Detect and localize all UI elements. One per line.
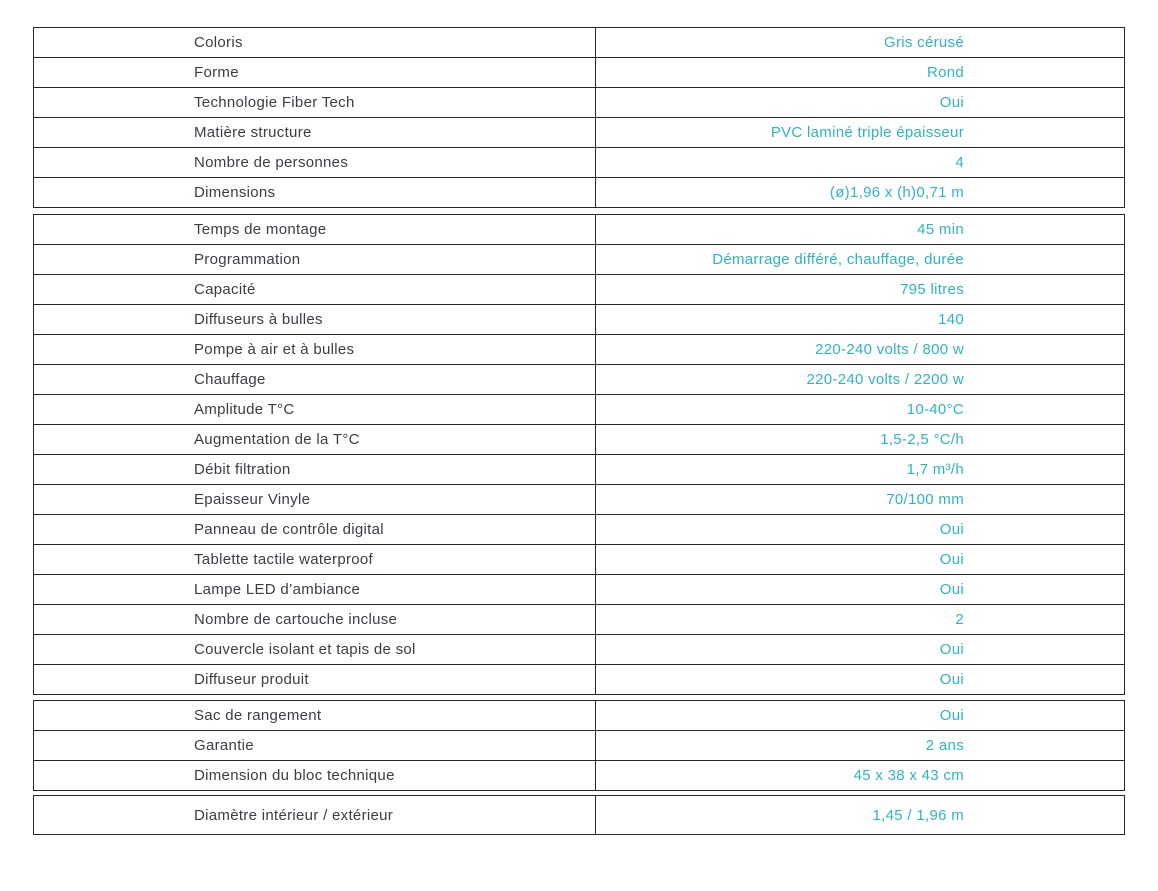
table-row: Dimension du bloc technique 45 x 38 x 43… — [33, 760, 1125, 791]
table-row: Couvercle isolant et tapis de sol Oui — [33, 634, 1125, 665]
spec-value: 2 ans — [925, 737, 964, 754]
table-row: Diffuseurs à bulles 140 — [33, 304, 1125, 335]
table-row: Matière structure PVC laminé triple épai… — [33, 117, 1125, 148]
table-row: Epaisseur Vinyle 70/100 mm — [33, 484, 1125, 515]
spec-value: Oui — [939, 641, 964, 658]
spec-label: Couvercle isolant et tapis de sol — [34, 635, 596, 664]
spec-value: 1,45 / 1,96 m — [872, 806, 964, 824]
spec-value: Oui — [939, 581, 964, 598]
table-row: Nombre de cartouche incluse 2 — [33, 604, 1125, 635]
spec-label: Matière structure — [34, 118, 596, 147]
spec-label: Dimension du bloc technique — [34, 761, 596, 790]
spec-value: 795 litres — [900, 281, 964, 298]
spec-value: Oui — [939, 551, 964, 568]
spec-label: Garantie — [34, 731, 596, 760]
table-row: Diffuseur produit Oui — [33, 664, 1125, 695]
spec-label: Sac de rangement — [34, 701, 596, 730]
spec-value: 45 x 38 x 43 cm — [853, 767, 964, 784]
table-row: Chauffage 220-240 volts / 2200 w — [33, 364, 1125, 395]
spec-label: Nombre de personnes — [34, 148, 596, 177]
table-row: Tablette tactile waterproof Oui — [33, 544, 1125, 575]
spec-label: Lampe LED d’ambiance — [34, 575, 596, 604]
spec-label: Panneau de contrôle digital — [34, 515, 596, 544]
spec-label: Dimensions — [34, 178, 596, 207]
table-row: Nombre de personnes 4 — [33, 147, 1125, 178]
spec-label: Diffuseur produit — [34, 665, 596, 694]
table-row: Capacité 795 litres — [33, 274, 1125, 305]
spec-value: 45 min — [917, 221, 964, 238]
table-row: Dimensions (ø)1,96 x (h)0,71 m — [33, 177, 1125, 208]
spec-value: 220-240 volts / 2200 w — [806, 371, 964, 388]
spec-label: Nombre de cartouche incluse — [34, 605, 596, 634]
table-row: Pompe à air et à bulles 220-240 volts / … — [33, 334, 1125, 365]
table-row: Débit filtration 1,7 m³/h — [33, 454, 1125, 485]
spec-label: Epaisseur Vinyle — [34, 485, 596, 514]
spec-label: Tablette tactile waterproof — [34, 545, 596, 574]
table-row: Programmation Démarrage différé, chauffa… — [33, 244, 1125, 275]
spec-label: Forme — [34, 58, 596, 87]
spec-value: Rond — [926, 64, 964, 81]
table-row: Sac de rangement Oui — [33, 700, 1125, 731]
spec-value: 2 — [955, 611, 964, 628]
spec-label: Diffuseurs à bulles — [34, 305, 596, 334]
spec-value: 220-240 volts / 800 w — [815, 341, 964, 358]
spec-label: Amplitude T°C — [34, 395, 596, 424]
spec-value: 4 — [955, 154, 964, 171]
spec-label: Programmation — [34, 245, 596, 274]
spec-label: Débit filtration — [34, 455, 596, 484]
spec-label: Diamètre intérieur / extérieur — [34, 796, 596, 834]
table-row: Forme Rond — [33, 57, 1125, 88]
spec-label: Capacité — [34, 275, 596, 304]
spec-label: Augmentation de la T°C — [34, 425, 596, 454]
table-row: Temps de montage 45 min — [33, 214, 1125, 245]
spec-value: Démarrage différé, chauffage, durée — [712, 251, 964, 268]
spec-value: Oui — [939, 94, 964, 111]
spec-value: 1,7 m³/h — [906, 461, 964, 478]
spec-table: Coloris Gris cérusé Forme Rond Technolog… — [33, 27, 1125, 835]
table-row: Panneau de contrôle digital Oui — [33, 514, 1125, 545]
spec-value: Oui — [939, 707, 964, 724]
spec-value: (ø)1,96 x (h)0,71 m — [829, 184, 964, 201]
spec-label: Temps de montage — [34, 215, 596, 244]
table-row: Coloris Gris cérusé — [33, 27, 1125, 58]
spec-value: Gris cérusé — [884, 34, 964, 51]
spec-value: 70/100 mm — [886, 491, 964, 508]
spec-value: 1,5-2,5 °C/h — [880, 431, 964, 448]
table-row: Technologie Fiber Tech Oui — [33, 87, 1125, 118]
spec-value: Oui — [939, 671, 964, 688]
spec-value: 10-40°C — [906, 401, 964, 418]
spec-label: Pompe à air et à bulles — [34, 335, 596, 364]
table-row: Augmentation de la T°C 1,5-2,5 °C/h — [33, 424, 1125, 455]
spec-value: Oui — [939, 521, 964, 538]
spec-value: PVC laminé triple épaisseur — [770, 124, 964, 141]
table-row: Amplitude T°C 10-40°C — [33, 394, 1125, 425]
spec-value: 140 — [938, 311, 964, 328]
spec-label: Technologie Fiber Tech — [34, 88, 596, 117]
spec-label: Chauffage — [34, 365, 596, 394]
table-row: Diamètre intérieur / extérieur 1,45 / 1,… — [33, 795, 1125, 835]
table-row: Lampe LED d’ambiance Oui — [33, 574, 1125, 605]
spec-label: Coloris — [34, 28, 596, 57]
table-row: Garantie 2 ans — [33, 730, 1125, 761]
